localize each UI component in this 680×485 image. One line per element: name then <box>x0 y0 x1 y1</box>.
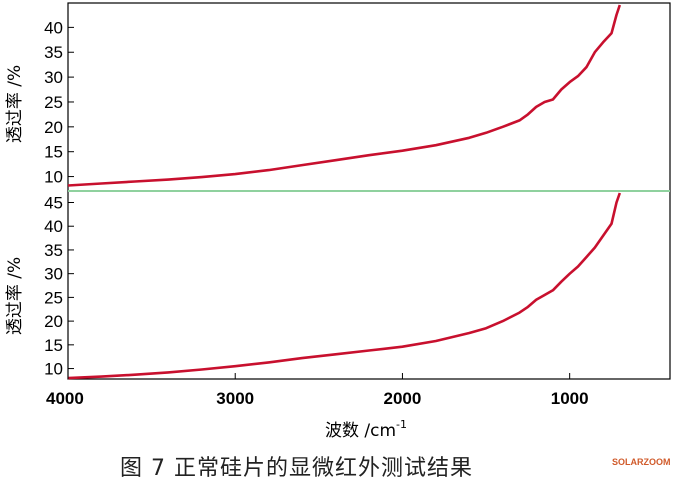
x-axis-label: 波数 /cm-1 <box>325 418 407 441</box>
bottom-panel: 10 15 20 25 30 35 40 45 <box>44 192 622 380</box>
top-y-tick-label: 20 <box>44 118 63 137</box>
x-axis-label-text: 波数 /cm <box>325 421 396 441</box>
bottom-y-tick-label: 20 <box>44 312 63 331</box>
bottom-y-tick-label: 40 <box>44 217 63 236</box>
bottom-y-axis-label: 透过率 /% <box>5 257 25 335</box>
top-y-tick-label: 25 <box>44 93 63 112</box>
top-y-tick-label: 30 <box>44 68 63 87</box>
bottom-y-tick-label: 25 <box>44 288 63 307</box>
top-y-axis-label: 透过率 /% <box>5 65 25 143</box>
top-panel: 10 15 20 25 30 35 40 <box>44 4 622 187</box>
top-y-tick-label: 10 <box>44 168 63 187</box>
top-transmittance-curve <box>67 4 622 187</box>
bottom-transmittance-curve <box>67 192 622 380</box>
bottom-y-tick-label: 30 <box>44 265 63 284</box>
bottom-y-tick-label: 45 <box>44 193 63 212</box>
top-y-tick-label: 15 <box>44 143 63 162</box>
figure-caption: 图 7 正常硅片的显微红外测试结果 <box>120 456 473 481</box>
x-tick-label: 2000 <box>384 389 422 408</box>
bottom-y-tick-label: 15 <box>44 336 63 355</box>
x-tick-label: 4000 <box>46 389 84 408</box>
x-axis-label-sup: -1 <box>396 418 407 431</box>
bottom-y-tick-label: 35 <box>44 241 63 260</box>
x-axis: 4000 3000 2000 1000 <box>46 373 589 408</box>
top-y-tick-label: 40 <box>44 18 63 37</box>
top-y-tick-label: 35 <box>44 43 63 62</box>
x-tick-label: 1000 <box>551 389 589 408</box>
watermark-logo: SOLARZOOM <box>612 457 671 467</box>
bottom-y-tick-label: 10 <box>44 360 63 379</box>
x-tick-label: 3000 <box>216 389 254 408</box>
